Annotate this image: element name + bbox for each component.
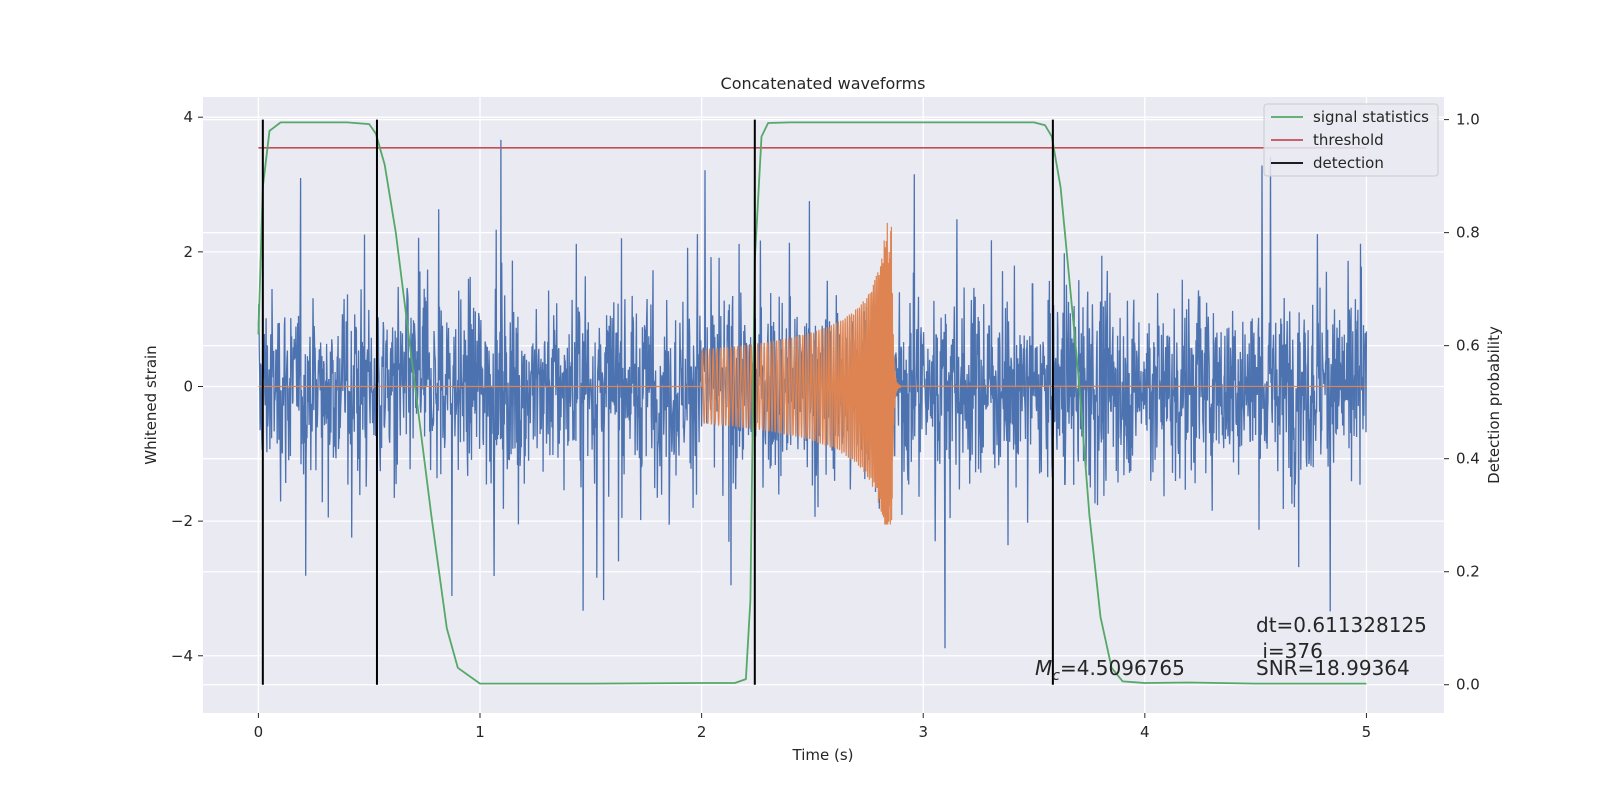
legend-box <box>1263 103 1439 177</box>
annotation-mc: Mc=4.5096765 <box>1035 656 1185 684</box>
x-tick-label: 2 <box>697 723 707 741</box>
signal-statistics-line <box>257 121 1367 685</box>
legend-label-threshold: threshold <box>1313 131 1384 149</box>
noise-series-line <box>257 139 1368 649</box>
y-right-tick-label: 0.8 <box>1456 224 1480 242</box>
y-axis-right-label: Detection probability <box>1485 326 1503 484</box>
annotation-dt: dt=0.611328125 <box>1256 613 1427 637</box>
y-tick-label: 0 <box>183 377 193 395</box>
legend-label-signal-statistics: signal statistics <box>1313 108 1429 126</box>
y-right-tick-label: 0.2 <box>1456 563 1480 581</box>
x-tick-label: 5 <box>1362 723 1372 741</box>
y-tick-label: −4 <box>171 647 193 665</box>
axes: 0 1 2 3 4 5 −4 −2 0 2 4 0.0 0.2 0.4 0.6 0.8 1.0 <box>171 108 1480 741</box>
y-right-tick-label: 0.0 <box>1456 676 1480 694</box>
y-right-tick-label: 1.0 <box>1456 111 1480 129</box>
y-tick-label: 4 <box>183 108 193 126</box>
data-series <box>257 119 1368 685</box>
y-right-tick-label: 0.4 <box>1456 450 1480 468</box>
y-tick-label: −2 <box>171 512 193 530</box>
x-tick-label: 4 <box>1140 723 1150 741</box>
annotation-i: i=376 <box>1256 639 1323 663</box>
chart-title: Concatenated waveforms <box>721 74 926 93</box>
legend-label-detection: detection <box>1313 154 1384 172</box>
annotation-mc-value: =4.5096765 <box>1060 656 1185 680</box>
x-tick-label: 3 <box>918 723 928 741</box>
annotation-snr: SNR=18.99364 <box>1256 656 1410 680</box>
x-tick-label: 1 <box>475 723 485 741</box>
annotation-mc-subscript: c <box>1052 668 1060 684</box>
x-tick-label: 0 <box>254 723 264 741</box>
legend: signal statistics threshold detection <box>1263 103 1439 177</box>
annotations: dt=0.611328125 i=376 SNR=18.99364 Mc=4.5… <box>1035 613 1427 684</box>
annotation-mc-symbol: M <box>1035 656 1052 680</box>
y-axis-label: Whitened strain <box>142 345 160 464</box>
y-tick-label: 2 <box>183 243 193 261</box>
x-axis-label: Time (s) <box>792 746 854 764</box>
chirp-series-line <box>258 222 1367 525</box>
y-right-tick-label: 0.6 <box>1456 337 1480 355</box>
